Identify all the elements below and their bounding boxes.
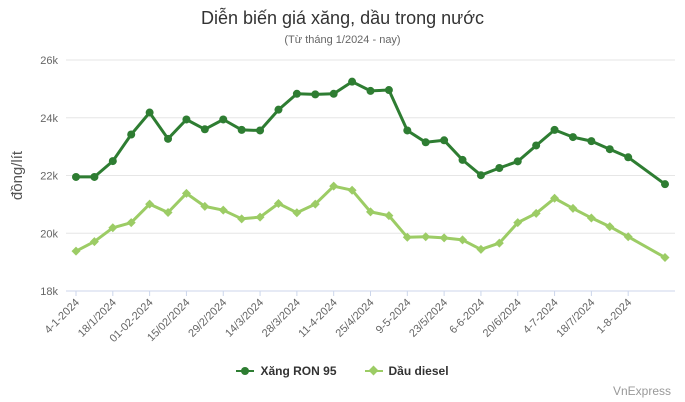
chart-title: Diễn biến giá xăng, dầu trong nước — [200, 8, 485, 28]
data-point — [348, 77, 357, 86]
data-point — [661, 180, 669, 189]
x-tick-label: 25/4/2024 — [334, 297, 377, 340]
data-point — [237, 125, 246, 134]
data-point — [366, 86, 375, 95]
x-tick-label: 23/5/2024 — [407, 297, 450, 340]
y-tick-label: 18k — [40, 286, 58, 298]
data-point — [568, 203, 578, 213]
data-point — [329, 181, 339, 191]
data-point — [310, 199, 320, 209]
diamond-marker-icon — [364, 365, 383, 376]
x-tick-label: 11-4-2024 — [296, 297, 339, 340]
x-tick-label: 14/3/2024 — [223, 297, 266, 340]
data-point — [587, 137, 596, 146]
data-point — [200, 125, 209, 134]
data-point — [108, 223, 118, 233]
x-tick-label: 20/6/2024 — [481, 297, 524, 340]
data-point — [292, 89, 301, 98]
y-tick-label: 26k — [40, 55, 58, 67]
y-tick-label: 24k — [40, 113, 58, 125]
data-point — [145, 199, 155, 209]
legend-label: Xăng RON 95 — [260, 364, 337, 378]
legend-item-diesel[interactable]: Dầu diesel — [364, 364, 449, 378]
x-tick-label: 18/7/2024 — [554, 297, 597, 340]
data-point — [476, 171, 485, 180]
chart-subtitle: (Từ tháng 1/2024 - nay) — [284, 34, 401, 46]
data-point — [163, 207, 173, 217]
data-point — [605, 222, 615, 232]
data-point — [421, 138, 430, 147]
y-axis-title: đồng/lít — [9, 150, 26, 200]
data-point — [439, 233, 449, 243]
data-point — [513, 218, 523, 228]
data-point — [311, 90, 320, 99]
data-point — [550, 193, 560, 203]
data-point — [255, 212, 265, 222]
data-point — [181, 188, 191, 198]
data-point — [72, 172, 80, 181]
data-point — [403, 126, 412, 135]
data-point — [458, 235, 468, 245]
x-axis-labels: 4-1-202418/1/202401-02-202415/02/202429/… — [42, 291, 634, 345]
data-point — [605, 145, 614, 154]
data-point — [274, 105, 283, 114]
data-point — [218, 205, 228, 215]
data-point — [532, 141, 541, 150]
data-point — [164, 134, 173, 143]
legend-item-xang[interactable]: Xăng RON 95 — [236, 364, 337, 378]
y-tick-label: 20k — [40, 228, 58, 240]
data-point — [494, 238, 504, 248]
data-point — [660, 253, 670, 263]
data-point — [273, 199, 283, 209]
data-point — [108, 157, 117, 166]
data-point — [200, 201, 210, 211]
series-line-dau-diesel — [75, 184, 666, 259]
data-point — [421, 232, 431, 242]
series-line-xang-ron95 — [76, 80, 666, 186]
data-point — [366, 207, 375, 217]
data-point — [531, 208, 541, 218]
y-axis-labels: 18k 20k 22k 24k 26k — [40, 55, 58, 298]
data-point — [237, 214, 247, 224]
credits-text[interactable]: VnExpress — [612, 384, 671, 398]
data-point — [495, 163, 504, 172]
legend-label: Dầu diesel — [388, 364, 449, 378]
data-point — [256, 126, 265, 135]
data-point — [384, 86, 393, 95]
data-point — [127, 130, 136, 139]
series-layer — [71, 77, 670, 263]
data-point — [90, 172, 99, 181]
data-point — [550, 125, 559, 134]
y-tick-label: 22k — [40, 171, 58, 183]
data-point — [568, 133, 577, 142]
data-point — [89, 237, 99, 247]
data-point — [586, 213, 596, 223]
data-point — [126, 218, 136, 228]
data-point — [623, 232, 633, 242]
legend: Xăng RON 95 Dầu diesel — [0, 364, 685, 378]
data-point — [347, 185, 357, 195]
x-tick-label: 29/2/2024 — [186, 297, 229, 340]
data-point — [476, 244, 486, 254]
data-point — [182, 115, 191, 124]
x-tick-label: 1-8-2024 — [595, 297, 635, 337]
data-point — [292, 208, 302, 218]
data-point — [384, 211, 394, 221]
data-point — [402, 232, 412, 242]
data-point — [513, 157, 522, 166]
data-point — [329, 89, 338, 98]
x-tick-label: 28/3/2024 — [260, 297, 303, 340]
data-point — [219, 115, 228, 124]
data-point — [71, 246, 81, 256]
data-point — [440, 136, 449, 145]
data-point — [458, 155, 467, 164]
circle-marker-icon — [236, 366, 255, 376]
data-point — [624, 153, 633, 162]
data-point — [145, 108, 154, 117]
